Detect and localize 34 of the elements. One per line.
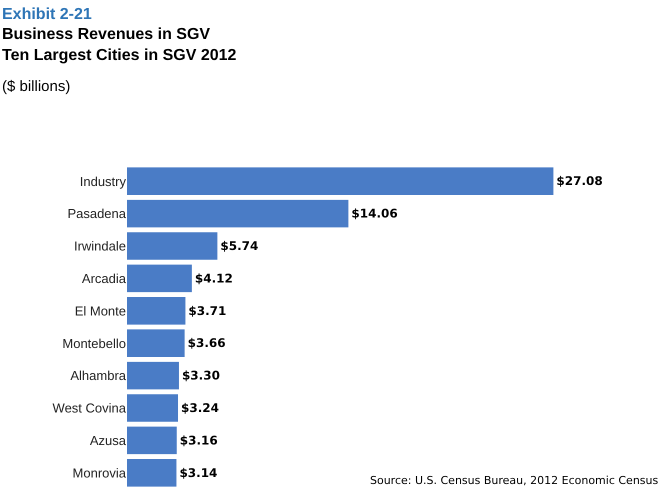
data-label: $3.66 — [188, 336, 226, 350]
bar — [127, 459, 176, 487]
chart-title: Exhibit 2-21 — [2, 6, 92, 23]
chart-subtitle: Business Revenues in SGV Ten Largest Cities in SGV 2012 — [2, 26, 237, 64]
data-label: $4.12 — [194, 271, 233, 286]
bar — [127, 200, 348, 228]
bar — [127, 394, 178, 422]
bar — [127, 167, 554, 195]
y-tick-label: West Covina — [52, 400, 127, 416]
data-label: $3.30 — [182, 368, 220, 383]
y-tick-label: Irwindale — [74, 238, 126, 254]
x-axis-title: ($ billions) — [2, 78, 70, 95]
bar — [127, 329, 185, 357]
y-tick-label: Pasadena — [67, 206, 127, 222]
y-tick-label: Azusa — [90, 432, 127, 448]
data-label: $3.71 — [188, 304, 226, 318]
bar — [127, 264, 192, 292]
data-label: $14.06 — [351, 206, 398, 221]
y-tick-label: Arcadia — [82, 270, 127, 286]
bar — [127, 426, 177, 454]
y-tick-label: Montebello — [62, 336, 126, 351]
data-label: $3.24 — [181, 401, 219, 415]
annotation: Source: U.S. Census Bureau, 2012 Economic Census — [370, 474, 658, 487]
data-label: $5.74 — [220, 239, 258, 253]
y-tick-label: Industry — [80, 174, 126, 189]
data-label: $3.14 — [179, 466, 218, 480]
bar — [127, 232, 218, 260]
y-tick-label: Monrovia — [72, 465, 127, 480]
bar — [127, 297, 186, 325]
data-label: $3.16 — [180, 433, 218, 448]
data-label: $27.08 — [556, 174, 603, 188]
bar — [127, 362, 179, 390]
y-tick-label: Alhambra — [70, 368, 127, 384]
y-tick-label: El Monte — [74, 303, 126, 318]
